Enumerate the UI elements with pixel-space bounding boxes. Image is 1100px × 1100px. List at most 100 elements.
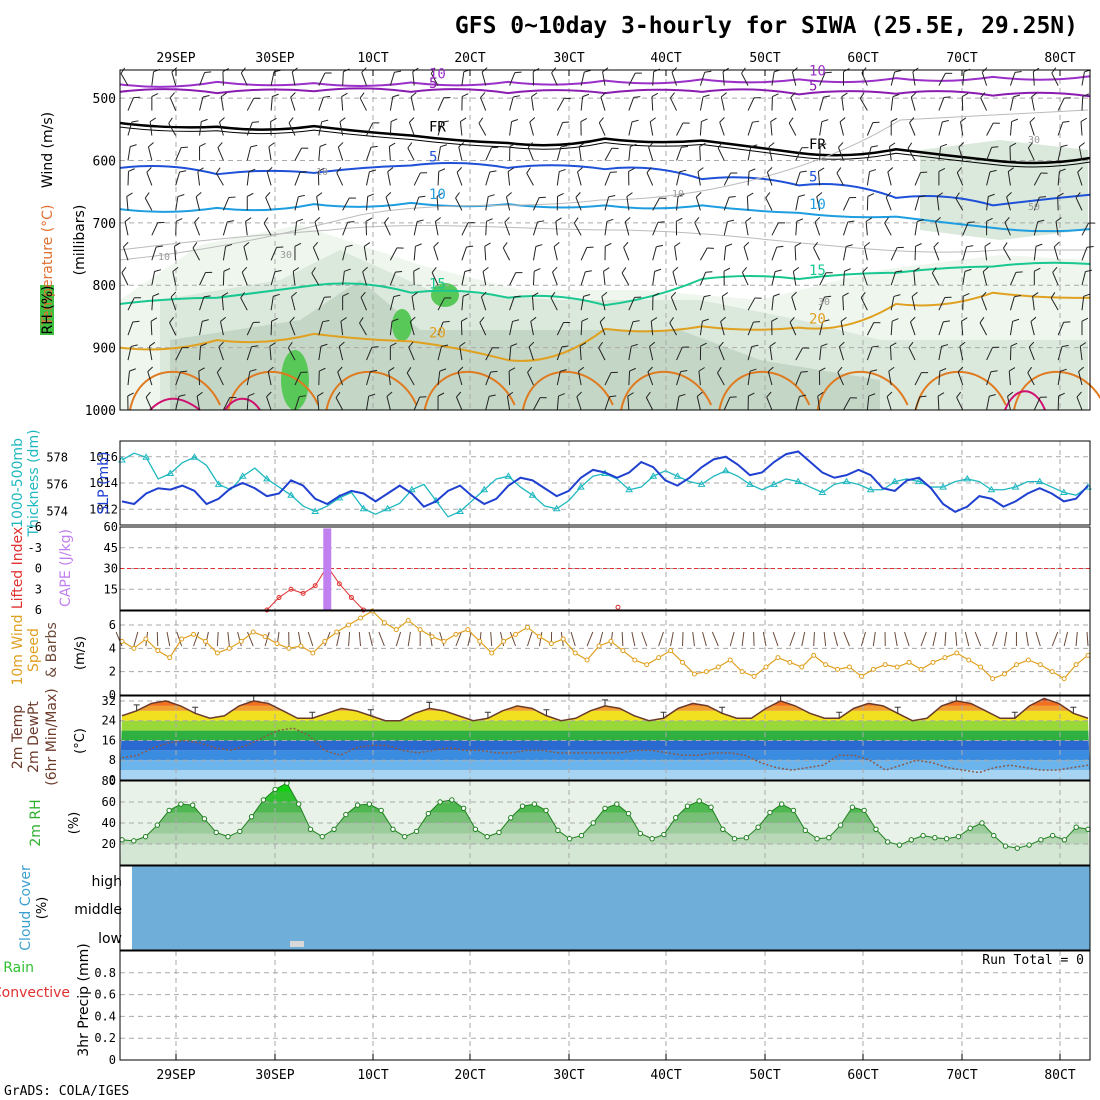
wind-barb-staff [843,221,849,236]
wind-barb-flag [720,316,726,322]
wind-barb [676,393,686,411]
wind-barb-staff [245,221,248,236]
wind-barb [914,395,927,411]
wind-barb-staff [246,322,254,336]
wind-barb-staff [914,196,920,211]
wind-barb [958,142,965,161]
wind-barb [437,120,449,136]
wind-barb [1027,142,1035,161]
wind-barb-staff [843,246,847,261]
wind-barb [246,369,257,386]
wind-barb-flag [989,393,996,397]
wind-barb [767,366,774,386]
wind-barb-flag [982,266,989,273]
wind-speed-marker [274,641,280,647]
wind-barb-flag [628,167,635,172]
wind-barb-staff [956,172,964,186]
wind-barb-staff [814,221,821,236]
wind-barb-staff [1009,296,1015,311]
wind-tick-label: 4 [109,641,116,655]
wind-barb [270,293,280,311]
wind-barb-flag [582,93,590,98]
rh-tick-label: 40 [102,816,116,830]
rh-marker [555,827,561,834]
thickness-marker [504,472,513,479]
wind-barb-flag [648,142,654,148]
rh-marker [142,833,149,840]
wind-speed-marker [250,629,256,635]
wind-barb [221,292,229,311]
wind-barb-flag [411,292,418,297]
wind-barb-staff [335,397,344,411]
wind-barb [288,117,296,136]
wind-barb-flag [838,142,844,148]
wind-speed-marker [751,673,757,679]
wind-barb-flag [747,192,754,197]
wind-barb [747,392,755,411]
wind-barb-flag [669,317,674,324]
wind-barb-staff [1009,272,1017,286]
wind-barb-flag [539,196,546,199]
wind-barb [1028,341,1035,361]
temperature-contour-25 [129,370,221,411]
wind-barb-flag [200,343,207,347]
wind-barb-staff [219,121,224,136]
rh-marker [696,798,702,804]
wind-barb [146,167,153,186]
wind-barb-flag [528,341,535,348]
precip-legend-convective: Convective [0,985,70,1001]
wind-barb-flag [436,192,444,197]
wind-barb [127,320,140,336]
wind-barb-staff [699,272,707,286]
wind-barb-flag [578,142,586,148]
wind-barb [437,96,451,111]
wind-barb [457,366,464,386]
wind-barb-flag [338,341,345,347]
wind-barb-staff [482,271,487,286]
wind-barb-flag [336,167,342,174]
wind-barb-flag [175,218,183,222]
temp-minmax-bar [192,706,199,714]
wind-barb-flag [1032,292,1039,297]
wind-barb [670,291,678,311]
temp-minmax-bar [309,711,316,719]
temp-band [120,750,1090,761]
wind-barb [556,369,567,386]
wind-barb-flag [491,146,499,149]
wind-speed-marker [870,666,876,672]
wind-barb-staff [795,171,801,186]
wind-barb-flag [531,92,538,98]
wind-barb-flag [1064,97,1072,99]
wind-barb-staff [819,346,822,361]
wind-barb-flag [441,344,449,347]
wind-barb-staff [527,147,534,161]
li-tick-label: 3 [35,582,42,596]
wind-barb-flag [1006,192,1012,198]
wind-barb-staff [437,146,441,161]
surface-wind-barb [538,631,543,647]
wind-barb-staff [316,196,320,211]
wind-barb [222,196,236,211]
wind-speed-marker [942,655,948,661]
wind-barb-staff [528,346,534,361]
wind-barb [938,320,950,336]
wind-barb [789,316,797,336]
wind-barb-staff [222,246,227,261]
wind-barb-staff [485,371,492,386]
contour-label: 20 [429,325,446,341]
wind-speed-marker [405,617,411,623]
wind-barb-flag [527,366,533,373]
wind-barb [790,92,797,111]
wind-barb-staff [580,96,584,111]
wind-barb-staff [602,71,606,86]
wind-barb-staff [887,171,892,186]
wind-barb-flag [670,291,677,298]
wind-barb [771,293,780,311]
temp-minmax-bar [660,711,667,719]
wind-barb-staff [291,296,296,311]
wind-barb [556,193,564,211]
wind-barb-staff [718,346,725,361]
wind-barb [456,167,463,186]
wind-barb-staff [246,146,252,161]
wind-barb [766,167,773,186]
